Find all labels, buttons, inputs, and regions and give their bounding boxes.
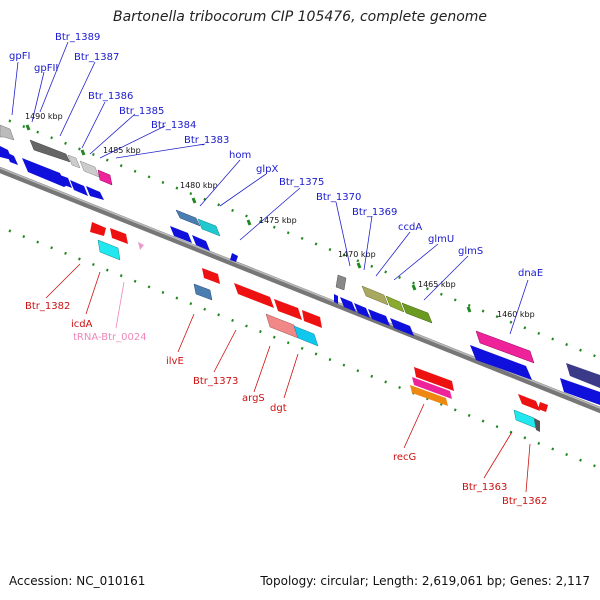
gene-label-dnaE: dnaE [518, 268, 543, 279]
gene-feature [70, 180, 88, 196]
gene-label-glmS: glmS [458, 246, 483, 257]
gene-feature [340, 297, 356, 312]
trna-label-leader [115, 281, 125, 329]
gene-label-glpX: glpX [256, 164, 278, 175]
forward-labels: gpFI gpFII Btr_1389 Btr_1387 Btr_1386 Bt… [9, 32, 543, 279]
gene-feature [6, 152, 18, 165]
tick-label: 1480 kbp [180, 181, 218, 190]
gene-label-Btr_1382: Btr_1382 [25, 301, 70, 312]
gene-feature [0, 124, 15, 141]
gene-label-Btr_1370: Btr_1370 [316, 192, 361, 203]
accession-text: Accession: NC_010161 [9, 574, 146, 588]
gene-label-ccdA: ccdA [398, 222, 422, 233]
gene-feature [67, 154, 81, 169]
genome-backbone [0, 166, 600, 414]
forward-label-leaders [11, 41, 529, 335]
gene-label-recG: recG [393, 452, 416, 463]
gene-label-hom: hom [229, 150, 251, 161]
forward-features[interactable] [0, 124, 600, 405]
gene-feature [368, 309, 390, 326]
gene-label-tRNA-Btr_0024: tRNA-Btr_0024 [73, 332, 147, 343]
gene-label-Btr_1387: Btr_1387 [74, 52, 119, 63]
tick-label: 1490 kbp [25, 112, 63, 121]
gene-feature [414, 367, 454, 391]
gene-label-Btr_1369: Btr_1369 [352, 207, 397, 218]
gene-label-argS: argS [242, 393, 265, 404]
gene-feature [97, 169, 113, 186]
reverse-labels: Btr_1382 icdA tRNA-Btr_0024 ilvE Btr_137… [25, 301, 547, 507]
gene-feature [197, 218, 221, 237]
gene-feature [29, 139, 71, 163]
gene-feature [97, 239, 121, 261]
gene-feature [138, 242, 144, 250]
gene-feature [202, 268, 220, 284]
gene-label-gpFII: gpFII [34, 63, 58, 74]
tick-label: 1485 kbp [103, 146, 141, 155]
gene-feature [354, 303, 370, 318]
gene-label-gpFI: gpFI [9, 51, 30, 62]
gene-label-Btr_1383: Btr_1383 [184, 135, 229, 146]
gene-label-dgt: dgt [270, 403, 287, 414]
major-ticks [25, 124, 472, 313]
gene-feature [234, 283, 274, 308]
gene-feature [60, 175, 72, 188]
gene-feature [192, 235, 210, 251]
gene-feature [175, 209, 201, 227]
gene-label-Btr_1373: Btr_1373 [193, 376, 238, 387]
tick-label: 1470 kbp [338, 250, 376, 259]
map-title: Bartonella tribocorum CIP 105476, comple… [112, 9, 488, 25]
gene-label-Btr_1384: Btr_1384 [151, 120, 196, 131]
gene-feature [86, 186, 104, 200]
gene-feature [513, 409, 537, 429]
gene-feature [361, 285, 389, 306]
gene-label-Btr_1363: Btr_1363 [462, 482, 507, 493]
gene-feature [90, 222, 106, 236]
gene-label-Btr_1362: Btr_1362 [502, 496, 547, 507]
gene-label-ilvE: ilvE [166, 356, 184, 367]
gene-feature [412, 377, 452, 399]
gene-feature [518, 394, 540, 411]
gene-label-Btr_1389: Btr_1389 [55, 32, 100, 43]
gene-feature [302, 310, 322, 328]
gene-feature [274, 299, 302, 320]
tick-label: 1475 kbp [259, 216, 297, 225]
gene-feature [230, 253, 238, 262]
gene-label-icdA: icdA [71, 319, 93, 330]
gene-feature [193, 283, 213, 301]
gene-feature [475, 330, 535, 364]
gene-label-Btr_1386: Btr_1386 [88, 91, 133, 102]
tick-labels: 1490 kbp 1485 kbp 1480 kbp 1475 kbp 1470… [25, 112, 535, 319]
gene-feature [110, 228, 128, 244]
gene-feature [390, 318, 414, 336]
gene-feature [538, 402, 548, 412]
reverse-features[interactable] [90, 222, 548, 432]
gene-feature [566, 363, 600, 388]
tick-label: 1460 kbp [497, 310, 535, 319]
gene-feature [170, 226, 192, 243]
gene-label-glmU: glmU [428, 234, 454, 245]
gene-feature [410, 385, 448, 406]
gene-feature [560, 378, 600, 405]
gene-feature [470, 345, 532, 380]
gene-feature [385, 295, 405, 313]
gene-label-Btr_1375: Btr_1375 [279, 177, 324, 188]
gene-feature [293, 325, 319, 347]
gene-feature [335, 274, 347, 291]
gene-feature [401, 302, 433, 324]
gene-feature [79, 160, 100, 178]
tick-label: 1465 kbp [418, 280, 456, 289]
gene-feature [265, 313, 299, 339]
genome-summary-text: Topology: circular; Length: 2,619,061 bp… [260, 574, 590, 588]
reverse-label-leaders [45, 263, 531, 493]
gene-feature [22, 158, 66, 187]
gene-feature [534, 418, 540, 432]
gene-label-Btr_1385: Btr_1385 [119, 106, 164, 117]
gene-feature [334, 294, 338, 304]
